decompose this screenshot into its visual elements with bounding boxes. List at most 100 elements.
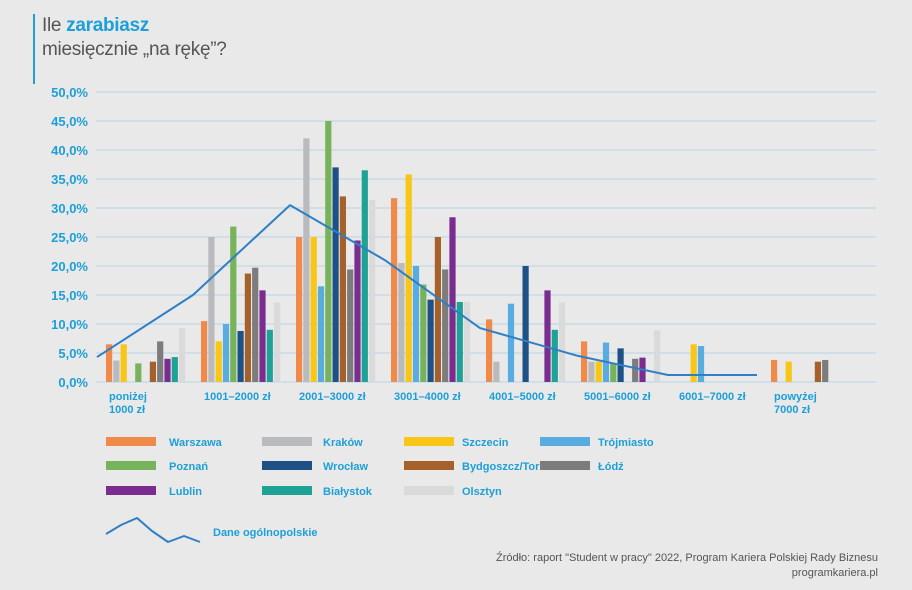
legend-swatch (262, 486, 312, 495)
y-tick-label: 35,0% (51, 172, 88, 187)
bar (252, 267, 259, 382)
bar (361, 170, 368, 382)
bar (222, 324, 230, 382)
bar (391, 198, 398, 382)
bar (420, 284, 427, 382)
legend-swatch (404, 437, 454, 446)
bar (237, 330, 244, 382)
bar (493, 361, 500, 382)
bar (149, 361, 156, 382)
bar (771, 359, 778, 382)
legend-swatch (540, 437, 590, 446)
source-line1: Źródło: raport "Student w pracy" 2022, P… (496, 552, 878, 564)
bar (120, 344, 127, 382)
bar (449, 217, 456, 382)
x-tick-label: 7000 zł (774, 404, 810, 416)
x-tick-label: 2001–3000 zł (299, 391, 366, 403)
title-accent-bar (33, 14, 35, 84)
y-tick-label: 40,0% (51, 143, 88, 158)
legend-swatch (106, 461, 156, 470)
bar (785, 361, 792, 382)
y-tick-label: 15,0% (51, 288, 88, 303)
bar (164, 358, 171, 382)
bar (354, 240, 361, 382)
bar (157, 341, 164, 382)
bar (325, 121, 332, 382)
legend-label: Poznań (169, 461, 208, 473)
bar (259, 290, 266, 382)
legend-label: Łódź (598, 461, 624, 473)
bar (179, 328, 186, 382)
bar (215, 341, 222, 382)
legend-label: Trójmiasto (598, 437, 654, 449)
bar (303, 138, 310, 382)
legend-swatch (262, 461, 312, 470)
bar (822, 359, 829, 382)
bar (690, 344, 697, 382)
bar (266, 329, 273, 382)
bar (332, 167, 339, 382)
legend-swatch (262, 437, 312, 446)
x-tick-label: 5001–6000 zł (584, 391, 651, 403)
legend-line-label: Dane ogólnopolskie (213, 527, 318, 539)
bar (486, 319, 493, 382)
y-tick-label: 45,0% (51, 114, 88, 129)
legend-swatch (106, 437, 156, 446)
bar (697, 346, 705, 382)
x-tick-label: 1001–2000 zł (204, 391, 271, 403)
y-tick-label: 30,0% (51, 201, 88, 216)
bar (544, 290, 551, 382)
x-tick-label: powyżej (774, 391, 817, 403)
legend-label: Warszawa (169, 437, 223, 449)
legend-swatch (404, 486, 454, 495)
legend-swatch (106, 486, 156, 495)
bar (369, 199, 376, 382)
legend-swatch (404, 461, 454, 470)
bar (588, 361, 595, 382)
legend-swatch (540, 461, 590, 470)
y-tick-label: 10,0% (51, 317, 88, 332)
y-tick-label: 25,0% (51, 230, 88, 245)
x-tick-label: 6001–7000 zł (679, 391, 746, 403)
bar (317, 286, 325, 382)
legend-label: Wrocław (323, 461, 368, 473)
bar (171, 357, 178, 382)
bar (339, 196, 346, 382)
bar (347, 269, 354, 382)
bar (551, 329, 558, 382)
bar (522, 266, 529, 382)
legend-label: Bydgoszcz/Toruń (462, 461, 553, 473)
bar (310, 237, 317, 382)
bar (274, 302, 281, 382)
bar (559, 302, 566, 382)
bar (398, 263, 405, 382)
bar (442, 269, 449, 382)
x-tick-label: 4001–5000 zł (489, 391, 556, 403)
bar (595, 361, 602, 382)
bar (412, 266, 420, 382)
title-line2: miesięcznie „na rękę”? (42, 39, 227, 60)
bar (113, 360, 120, 382)
bar (201, 321, 208, 382)
legend-label: Lublin (169, 486, 202, 498)
bar (244, 273, 251, 382)
bar (654, 330, 661, 382)
bar (464, 301, 471, 382)
source-line2: programkariera.pl (791, 567, 878, 579)
y-tick-label: 50,0% (51, 85, 88, 100)
bar (456, 301, 463, 382)
bar (296, 237, 303, 382)
source-note: Źródło: raport "Student w pracy" 2022, P… (496, 551, 878, 581)
bar (610, 363, 617, 382)
legend-line-sample (105, 517, 201, 543)
bar (581, 341, 588, 382)
x-tick-label: poniżej (109, 391, 147, 403)
y-tick-label: 20,0% (51, 259, 88, 274)
x-tick-label: 1000 zł (109, 404, 145, 416)
national-average-line (96, 204, 757, 377)
legend-label: Kraków (323, 437, 363, 449)
bar (106, 344, 113, 382)
bar (230, 226, 237, 382)
bar (814, 361, 821, 382)
